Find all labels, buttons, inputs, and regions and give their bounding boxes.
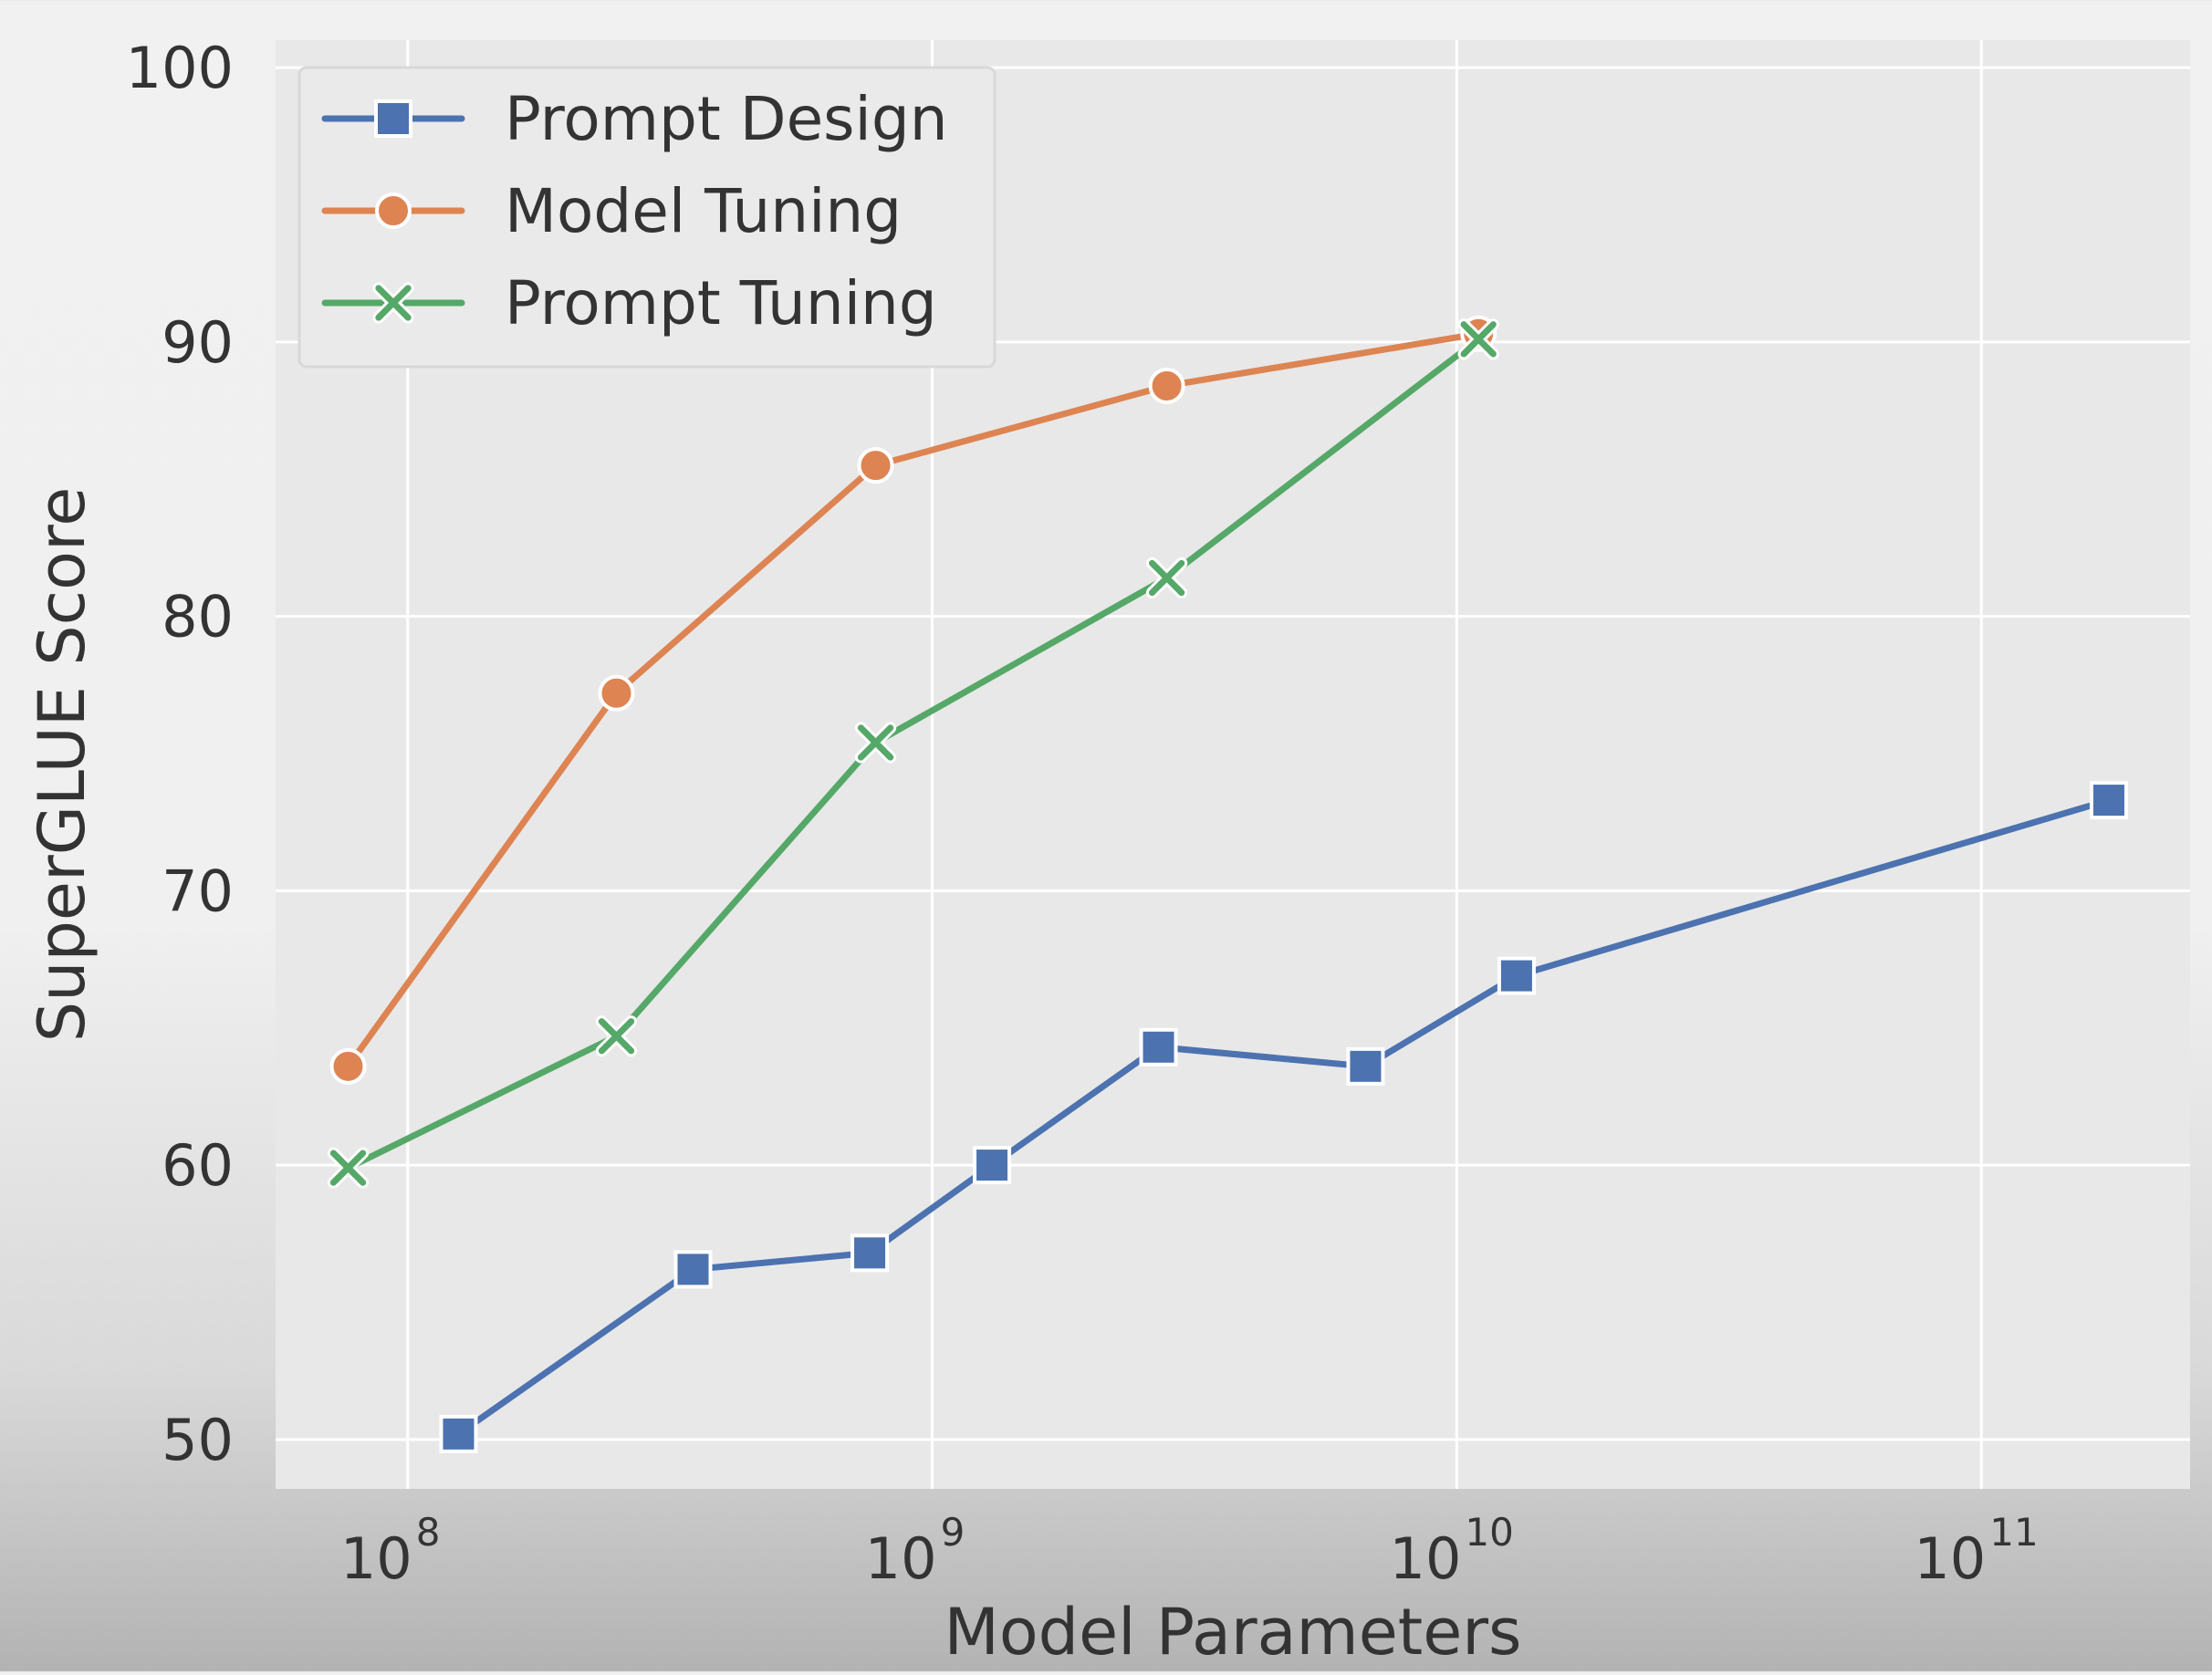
data-point [857, 447, 894, 484]
y-tick-label: 100 [126, 35, 234, 101]
data-point [1148, 367, 1185, 404]
data-point [1145, 557, 1188, 599]
legend-marker [372, 282, 414, 324]
series-group [327, 315, 2128, 1453]
x-tick-label-exponent: 10 [1465, 1510, 1513, 1555]
x-tick-label-base: 10 [1914, 1525, 1986, 1592]
legend-item: Prompt Tuning [321, 268, 937, 338]
series-prompt-tuning [327, 318, 1499, 1189]
data-point [1346, 1046, 1385, 1086]
y-tick-label: 90 [162, 309, 234, 376]
x-tick-label-base: 10 [340, 1525, 412, 1592]
legend-label: Prompt Design [505, 84, 948, 154]
x-axis-label: Model Parameters [944, 1595, 1521, 1670]
y-tick-label: 60 [162, 1132, 234, 1199]
x-tick-label-exponent: 11 [1989, 1510, 2038, 1555]
data-point-stroke [1460, 321, 1497, 358]
data-point [439, 1414, 478, 1453]
data-point [1139, 1027, 1178, 1066]
legend-label: Prompt Tuning [505, 268, 937, 338]
series-prompt-design [439, 781, 2128, 1453]
legend-marker [374, 99, 412, 138]
data-point [598, 674, 635, 712]
data-point-stroke [329, 1150, 367, 1186]
legend: Prompt Design Model Tuning Prompt Tuning [297, 66, 996, 369]
y-tick-label: 50 [162, 1407, 234, 1473]
legend-item: Prompt Design [321, 84, 948, 154]
y-axis: 50 60 70 80 90 100 [126, 35, 234, 1473]
data-point [327, 1147, 370, 1189]
data-point-stroke [857, 724, 894, 761]
data-point-stroke [598, 1018, 635, 1055]
data-point [673, 1250, 713, 1289]
x-tick-label-exponent: 8 [416, 1510, 441, 1555]
legend-marker-stroke [375, 285, 412, 321]
x-tick-label-exponent: 9 [941, 1510, 965, 1555]
x-axis: 10 8 10 9 10 10 10 11 [340, 1510, 2039, 1592]
data-point [595, 1015, 638, 1057]
y-tick-label: 80 [162, 584, 234, 650]
y-axis-label: SuperGLUE Score [25, 487, 99, 1043]
legend-item: Model Tuning [321, 176, 902, 246]
data-point [329, 1047, 367, 1085]
x-tick-label-base: 10 [1390, 1525, 1462, 1592]
data-point [854, 722, 897, 764]
data-point-stroke [1148, 559, 1185, 597]
series-line [454, 796, 2113, 1438]
legend-marker [375, 192, 412, 229]
data-point [850, 1233, 890, 1273]
y-tick-label: 70 [162, 858, 234, 924]
x-tick-label-base: 10 [865, 1525, 937, 1592]
data-point [1497, 956, 1536, 995]
data-point [2089, 781, 2128, 820]
data-point [1457, 318, 1499, 360]
data-point [973, 1146, 1012, 1185]
legend-box [297, 66, 996, 369]
legend-label: Model Tuning [505, 176, 902, 246]
